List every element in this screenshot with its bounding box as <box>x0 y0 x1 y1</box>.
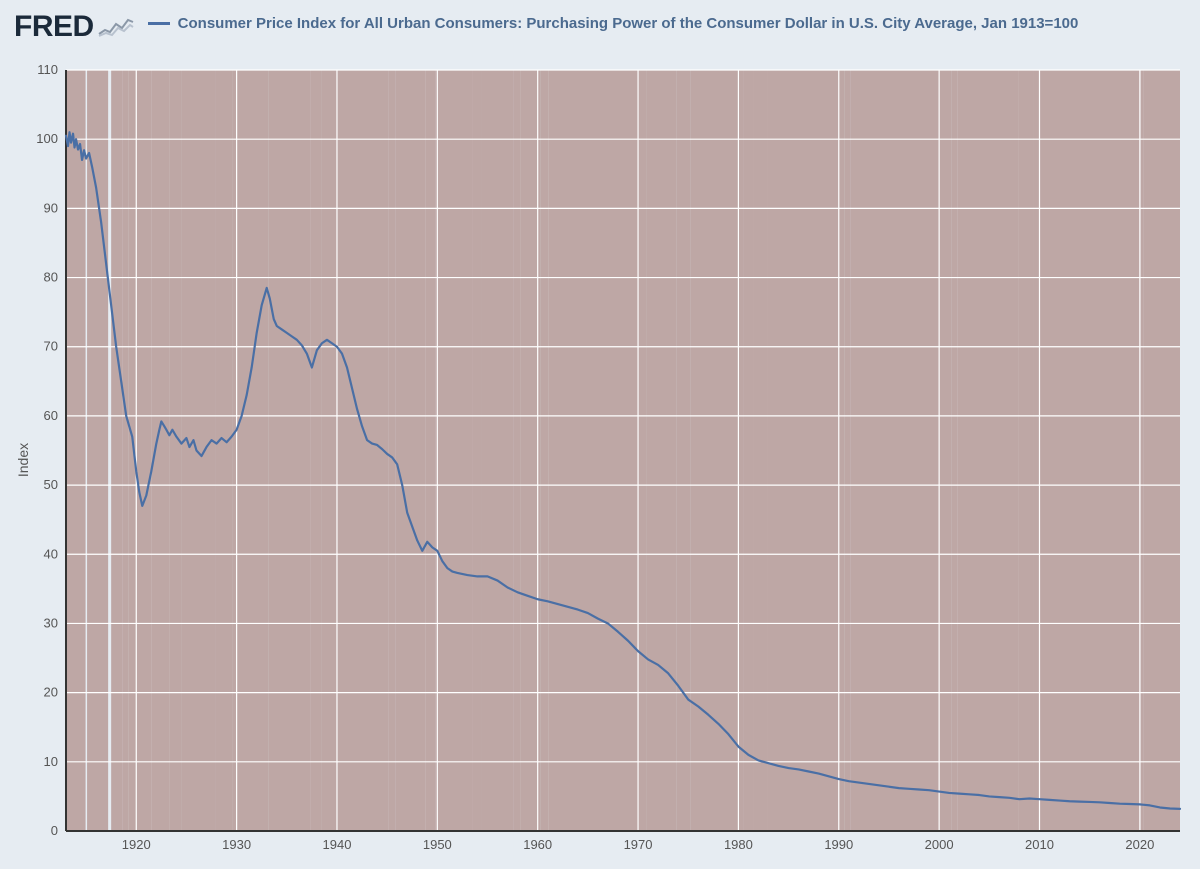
fred-logo-chart-icon <box>98 16 134 38</box>
chart-header: FRED Consumer Price Index for All Urban … <box>10 8 1190 44</box>
svg-text:80: 80 <box>44 270 58 285</box>
svg-text:2020: 2020 <box>1125 837 1154 852</box>
svg-text:2010: 2010 <box>1025 837 1054 852</box>
fred-logo: FRED <box>14 10 134 44</box>
svg-text:100: 100 <box>36 131 58 146</box>
svg-text:90: 90 <box>44 200 58 215</box>
legend-label: Consumer Price Index for All Urban Consu… <box>178 14 1079 34</box>
svg-text:1980: 1980 <box>724 837 753 852</box>
svg-text:1990: 1990 <box>824 837 853 852</box>
svg-text:2000: 2000 <box>925 837 954 852</box>
fred-chart-container: FRED Consumer Price Index for All Urban … <box>0 0 1200 869</box>
svg-text:10: 10 <box>44 754 58 769</box>
line-chart-svg: 0 10 20 30 40 50 60 70 80 90 100 110 1920 1930 1940 195… <box>10 60 1190 859</box>
svg-text:1950: 1950 <box>423 837 452 852</box>
svg-text:40: 40 <box>44 546 58 561</box>
fred-logo-text: FRED <box>14 10 94 44</box>
legend-line-swatch <box>148 22 170 25</box>
chart-area: Index 0 10 20 30 40 50 60 70 80 90 100 110 1920 1930 1… <box>10 60 1190 859</box>
svg-text:1960: 1960 <box>523 837 552 852</box>
svg-text:20: 20 <box>44 685 58 700</box>
svg-text:30: 30 <box>44 615 58 630</box>
svg-text:70: 70 <box>44 339 58 354</box>
svg-text:1970: 1970 <box>624 837 653 852</box>
chart-legend: Consumer Price Index for All Urban Consu… <box>148 10 1190 34</box>
svg-text:1930: 1930 <box>222 837 251 852</box>
svg-text:50: 50 <box>44 477 58 492</box>
svg-text:0: 0 <box>51 823 58 838</box>
svg-text:110: 110 <box>37 62 58 77</box>
svg-text:60: 60 <box>44 408 58 423</box>
svg-text:1940: 1940 <box>323 837 352 852</box>
y-axis-label: Index <box>15 442 31 476</box>
svg-text:1920: 1920 <box>122 837 151 852</box>
